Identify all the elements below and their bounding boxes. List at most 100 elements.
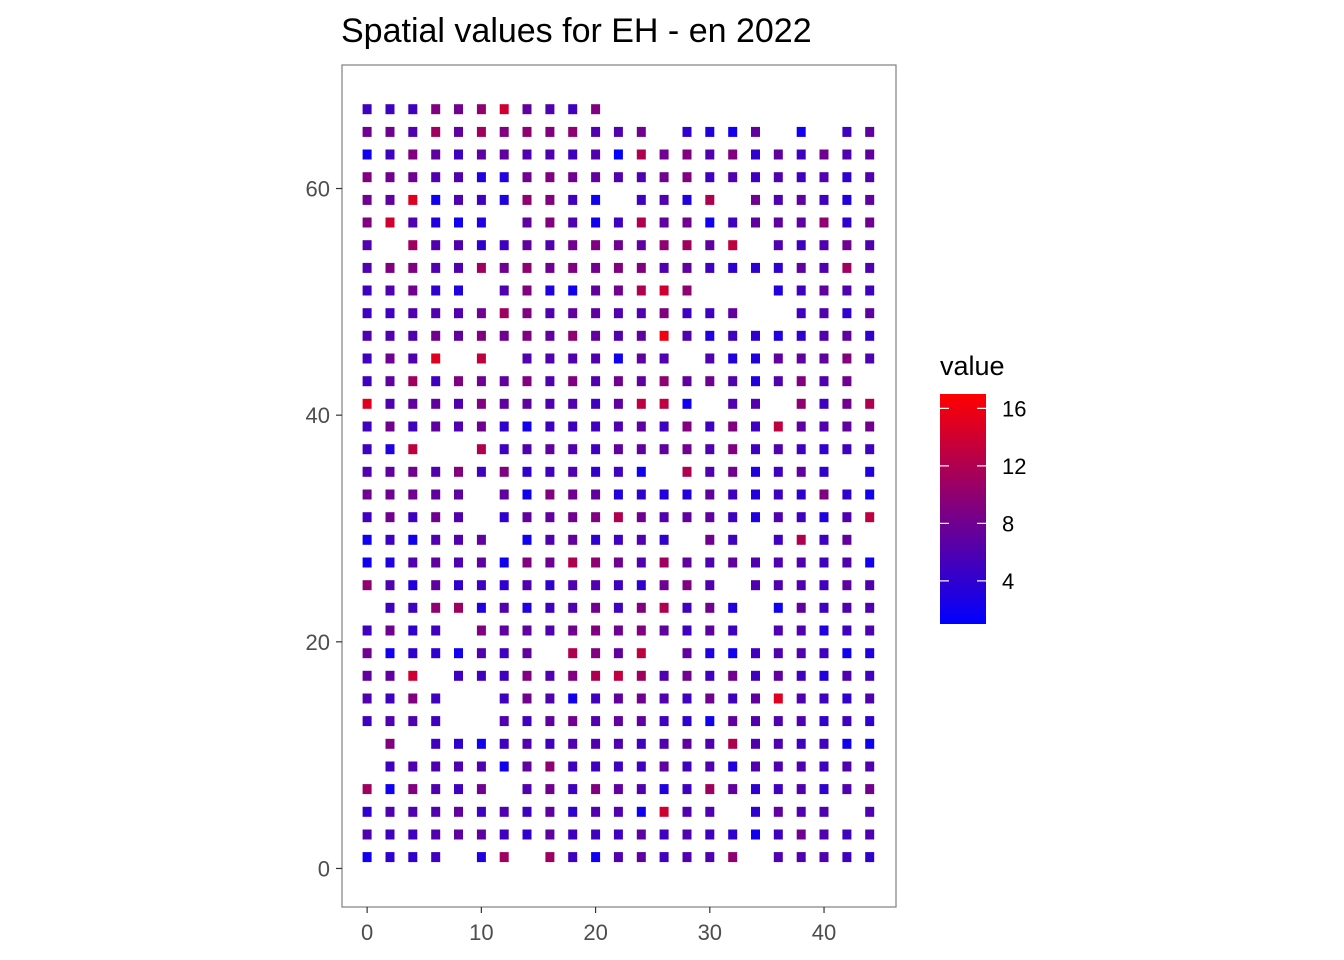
heatmap-tile	[568, 557, 578, 568]
heatmap-tile	[591, 421, 601, 432]
heatmap-tile	[545, 104, 555, 115]
heatmap-tile	[408, 716, 418, 727]
heatmap-tile	[751, 761, 760, 772]
heatmap-tile	[636, 489, 646, 500]
heatmap-tile	[454, 330, 463, 341]
heatmap-tile	[682, 512, 692, 523]
heatmap-tile	[385, 194, 395, 205]
heatmap-tile	[613, 353, 623, 364]
heatmap-tile	[773, 285, 783, 296]
heatmap-tile	[568, 262, 578, 273]
heatmap-tile	[522, 353, 532, 364]
heatmap-tile	[408, 580, 418, 591]
heatmap-tile	[476, 398, 486, 409]
heatmap-tile	[454, 761, 463, 772]
heatmap-tile	[819, 534, 829, 545]
heatmap-tile	[636, 670, 646, 681]
x-tick-label: 30	[698, 920, 722, 945]
heatmap-tile	[431, 716, 441, 727]
heatmap-tile	[454, 285, 463, 296]
heatmap-tile	[613, 149, 623, 160]
heatmap-tile	[362, 444, 372, 455]
heatmap-tile	[773, 466, 783, 477]
heatmap-tile	[705, 829, 715, 840]
heatmap-tile	[819, 194, 829, 205]
heatmap-tile	[476, 308, 486, 319]
heatmap-tile	[613, 398, 623, 409]
heatmap-tile	[819, 285, 829, 296]
heatmap-tile	[522, 466, 532, 477]
heatmap-tile	[362, 489, 372, 500]
heatmap-tile	[613, 693, 623, 704]
heatmap-tile	[499, 852, 509, 863]
heatmap-tile	[796, 829, 806, 840]
heatmap-tile	[705, 489, 715, 500]
heatmap-tile	[431, 149, 441, 160]
heatmap-tile	[636, 761, 646, 772]
heatmap-tile	[682, 557, 692, 568]
heatmap-tile	[591, 104, 601, 115]
heatmap-tile	[865, 308, 875, 319]
heatmap-tile	[659, 194, 669, 205]
heatmap-tile	[499, 308, 509, 319]
heatmap-tile	[591, 308, 601, 319]
heatmap-tile	[568, 126, 578, 137]
heatmap-tile	[568, 330, 578, 341]
legend-tick-label: 8	[1002, 511, 1014, 536]
heatmap-tile	[865, 557, 875, 568]
heatmap-tile	[751, 580, 760, 591]
heatmap-tile	[568, 806, 578, 817]
heatmap-tile	[613, 330, 623, 341]
heatmap-tile	[728, 557, 738, 568]
heatmap-tile	[408, 534, 418, 545]
heatmap-tile	[454, 557, 463, 568]
heatmap-tile	[454, 670, 463, 681]
heatmap-tile	[545, 217, 555, 228]
heatmap-tile	[819, 376, 829, 387]
heatmap-tile	[476, 444, 486, 455]
heatmap-tile	[773, 580, 783, 591]
heatmap-tile	[545, 376, 555, 387]
heatmap-tile	[454, 829, 463, 840]
heatmap-tile	[408, 330, 418, 341]
heatmap-tile	[751, 398, 760, 409]
heatmap-tile	[659, 217, 669, 228]
heatmap-tile	[568, 489, 578, 500]
heatmap-tile	[796, 557, 806, 568]
heatmap-tile	[636, 194, 646, 205]
heatmap-tile	[454, 489, 463, 500]
heatmap-tile	[591, 217, 601, 228]
heatmap-tile	[819, 693, 829, 704]
heatmap-tile	[545, 149, 555, 160]
heatmap-tile	[842, 512, 852, 523]
heatmap-tile	[751, 444, 760, 455]
heatmap-tile	[545, 444, 555, 455]
heatmap-tile	[362, 852, 372, 863]
heatmap-tile	[362, 829, 372, 840]
heatmap-tile	[613, 738, 623, 749]
heatmap-tile	[728, 784, 738, 795]
heatmap-tile	[659, 670, 669, 681]
heatmap-tile	[796, 625, 806, 636]
heatmap-tile	[385, 466, 395, 477]
heatmap-tile	[636, 217, 646, 228]
heatmap-tile	[682, 172, 692, 183]
heatmap-tile	[682, 262, 692, 273]
heatmap-tile	[659, 738, 669, 749]
heatmap-tile	[682, 398, 692, 409]
heatmap-tile	[796, 217, 806, 228]
heatmap-tile	[454, 784, 463, 795]
heatmap-tile	[499, 580, 509, 591]
heatmap-tile	[705, 738, 715, 749]
heatmap-tile	[499, 466, 509, 477]
heatmap-tile	[591, 557, 601, 568]
heatmap-tile	[591, 738, 601, 749]
heatmap-tile	[385, 398, 395, 409]
legend-colorbar	[940, 394, 986, 624]
heatmap-tile	[408, 398, 418, 409]
heatmap-tile	[454, 149, 463, 160]
heatmap-tile	[431, 308, 441, 319]
heatmap-tile	[476, 625, 486, 636]
heatmap-tile	[454, 126, 463, 137]
heatmap-tile	[865, 126, 875, 137]
